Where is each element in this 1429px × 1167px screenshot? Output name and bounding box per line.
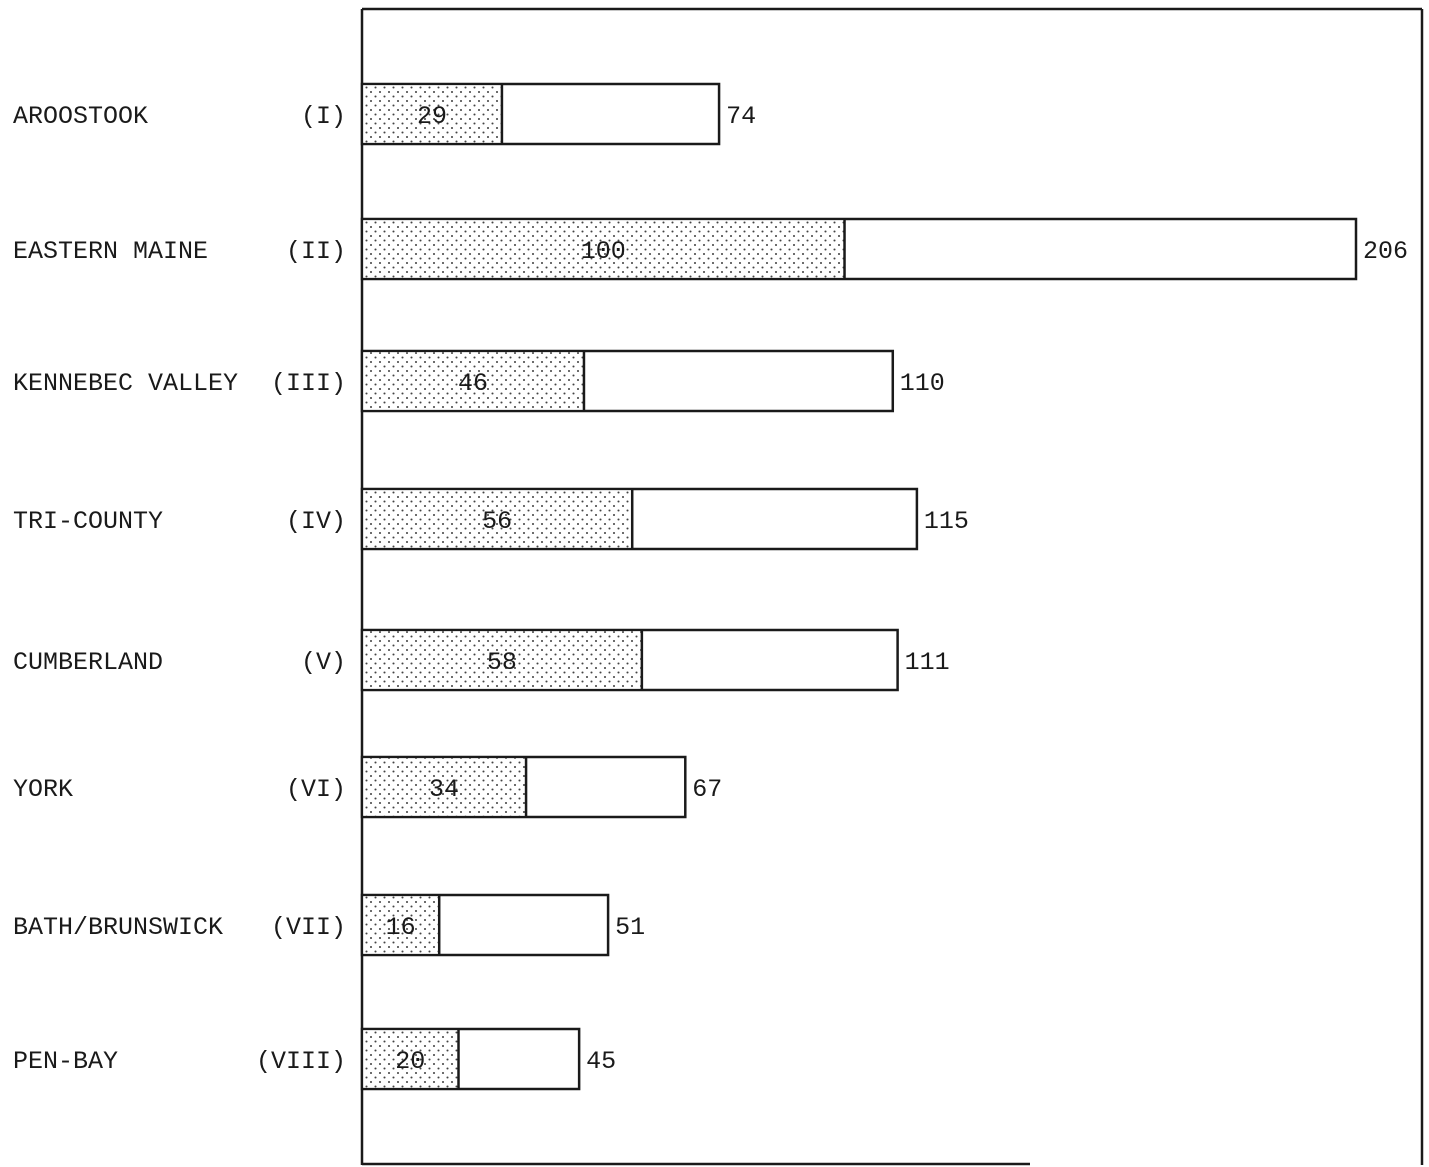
total-value-label: 74 (726, 102, 756, 131)
stippled-bar (363, 896, 440, 954)
stippled-bar (363, 758, 527, 816)
category-code-label: (I) (301, 102, 346, 131)
category-label: EASTERN MAINE (13, 237, 208, 266)
stippled-value-label: 56 (482, 507, 512, 536)
stippled-value-label: 58 (487, 648, 517, 677)
category-label: AROOSTOOK (13, 102, 148, 131)
total-value-label: 206 (1363, 237, 1408, 266)
total-value-label: 51 (615, 913, 645, 942)
category-code-label: (V) (301, 648, 346, 677)
stippled-bar (363, 1030, 459, 1088)
category-code-label: (VII) (271, 913, 346, 942)
category-code-label: (VI) (286, 775, 346, 804)
category-label: CUMBERLAND (13, 648, 163, 677)
stippled-bar (363, 220, 845, 278)
category-code-label: (VIII) (256, 1047, 346, 1076)
stippled-value-label: 34 (429, 775, 459, 804)
category-code-label: (III) (271, 369, 346, 398)
stippled-value-label: 16 (386, 913, 416, 942)
total-value-label: 115 (924, 507, 969, 536)
stippled-bar (363, 85, 502, 143)
stippled-value-label: 46 (458, 369, 488, 398)
category-label: YORK (13, 775, 73, 804)
stippled-value-label: 100 (581, 237, 626, 266)
chart-frame (360, 7, 1424, 1166)
stippled-bar (363, 631, 642, 689)
category-label: KENNEBEC VALLEY (13, 369, 238, 398)
category-code-label: (IV) (286, 507, 346, 536)
bar-rows: AROOSTOOK (I) 29 74 EASTERN MAINE (II) 100 206 K… (13, 82, 1408, 1091)
total-value-label: 45 (586, 1047, 616, 1076)
category-code-label: (II) (286, 237, 346, 266)
stippled-value-label: 29 (417, 102, 447, 131)
total-value-label: 111 (905, 648, 950, 677)
category-label: BATH/BRUNSWICK (13, 913, 223, 942)
total-value-label: 67 (692, 775, 722, 804)
category-label: PEN-BAY (13, 1047, 118, 1076)
stippled-bar (363, 490, 633, 548)
category-label: TRI-COUNTY (13, 507, 163, 536)
stippled-value-label: 20 (395, 1047, 425, 1076)
total-value-label: 110 (900, 369, 945, 398)
stippled-bar (363, 352, 584, 410)
